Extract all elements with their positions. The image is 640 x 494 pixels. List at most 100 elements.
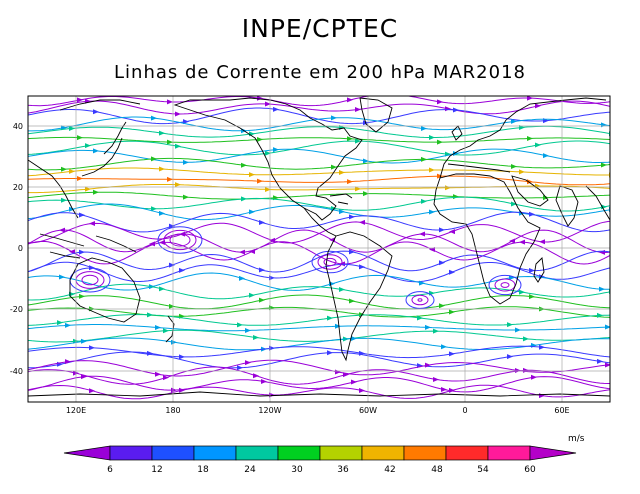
colorbar-label: 30 [291, 465, 303, 475]
streamline-arrow [529, 211, 535, 217]
streamline-arrow [265, 150, 271, 156]
streamline-arrow [515, 367, 521, 373]
streamline-arrow [249, 209, 255, 215]
streamline-arrow [605, 362, 610, 368]
streamline-arrow [245, 327, 251, 333]
lat-label: -20 [10, 305, 23, 314]
coastline-central-america [303, 207, 337, 237]
colorbar-label: 36 [337, 465, 349, 475]
streamline-arrow [237, 322, 243, 328]
streamline-arrow [77, 176, 83, 182]
colorbar-label: 42 [384, 465, 395, 475]
eddy-streamline [417, 298, 423, 302]
streamline-arrow [633, 156, 639, 161]
eddy-streamline [163, 229, 197, 251]
streamline-arrow [347, 136, 353, 142]
streamline-arrow [625, 108, 631, 113]
streamline-arrow [621, 387, 627, 392]
colorbar-unit: m/s [568, 434, 585, 444]
streamline-arrow [259, 219, 265, 225]
streamline-arrow [507, 354, 513, 360]
colorbar-cell [235, 445, 279, 461]
streamline-arrow [527, 179, 533, 185]
streamline-arrow [257, 96, 263, 101]
streamline-arrow [453, 151, 459, 157]
streamline-arrow [167, 99, 173, 105]
streamline-arrow [439, 303, 445, 309]
streamline-arrow [65, 359, 71, 365]
eddy-streamline [81, 274, 99, 286]
streamline-arrow [259, 267, 265, 273]
streamline [28, 100, 610, 115]
streamline-arrow [239, 275, 245, 281]
streamline-arrow [61, 166, 67, 172]
lat-label: 40 [13, 122, 23, 131]
streamline-arrow [249, 172, 255, 178]
streamline-arrow [601, 122, 607, 128]
coastline-india [555, 185, 579, 227]
streamline [28, 324, 610, 332]
streamline-arrow [147, 312, 153, 318]
streamline-arrow [93, 109, 99, 115]
streamline-arrow [175, 111, 181, 117]
streamline-arrow [421, 198, 427, 204]
streamline-arrow [241, 162, 247, 168]
streamline-arrow [241, 196, 247, 202]
coastline-north-america [173, 97, 363, 221]
streamline-arrow [597, 312, 603, 318]
streamline-arrow [175, 143, 181, 149]
streamline [28, 116, 610, 132]
streamline-arrow [449, 309, 455, 315]
streamline-arrow [355, 106, 361, 112]
streamline-arrow [269, 392, 275, 398]
streamline [28, 167, 610, 177]
streamline-arrow [85, 186, 91, 192]
streamline-arrow [363, 158, 369, 164]
colorbar-cell [151, 445, 195, 461]
streamline-arrow [183, 119, 189, 125]
eddy-streamline [311, 250, 349, 274]
streamline-arrow [621, 337, 627, 342]
streamline-arrow [429, 167, 435, 173]
streamline-arrow [613, 381, 619, 386]
coastline-madagascar [533, 257, 545, 283]
streamline [28, 294, 610, 310]
streamline-arrow [175, 182, 181, 188]
streamline-arrow [437, 173, 443, 179]
streamline-arrow [437, 99, 443, 105]
streamline-arrow [69, 125, 75, 131]
streamline-arrow [257, 136, 263, 142]
streamline-arrow [79, 249, 85, 255]
streamline-arrow [355, 138, 361, 144]
streamline [28, 196, 610, 212]
streamline-arrow [527, 96, 533, 101]
streamline-arrow [629, 387, 635, 392]
colorbar-label: 54 [477, 465, 489, 475]
streamline-arrow [597, 358, 603, 364]
streamline-arrow [437, 139, 443, 145]
streamline-arrow [359, 219, 365, 225]
streamline-arrow [349, 214, 355, 220]
streamline-arrow [147, 350, 153, 356]
coastline-arabia [511, 175, 549, 207]
streamline-arrow [417, 315, 423, 321]
colorbar [63, 445, 577, 461]
streamline-arrow [169, 303, 175, 309]
coastline-british-isles [451, 125, 463, 141]
streamline-arrow [449, 387, 455, 393]
colorbar-label: 12 [151, 465, 162, 475]
streamline-layer [28, 96, 639, 400]
streamline-arrow [425, 324, 431, 330]
colorbar-cell [277, 445, 321, 461]
streamline [28, 366, 610, 385]
colorbar-label: 18 [197, 465, 209, 475]
streamline-arrow [93, 189, 99, 195]
streamline-arrow [629, 222, 635, 227]
streamline-arrow [253, 334, 259, 340]
streamline-arrow [163, 375, 169, 381]
colorbar-labels: 6 12 18 24 30 36 42 48 54 60 [107, 465, 536, 475]
streamline-arrow [625, 144, 631, 149]
longitude-labels: 120E 180 120W 60W 0 60E [66, 406, 570, 415]
streamline-arrow [359, 387, 365, 393]
